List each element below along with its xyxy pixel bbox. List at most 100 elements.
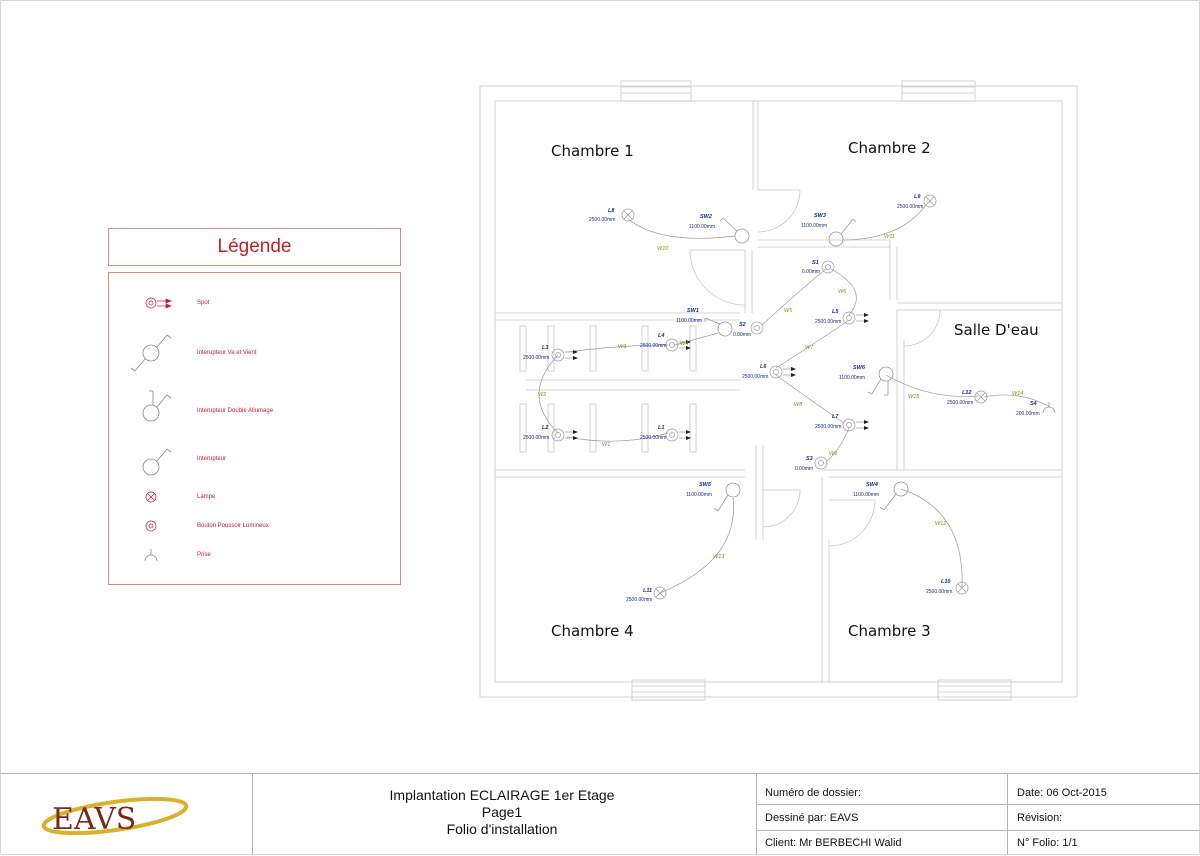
title-block: EAVS Implantation ECLAIRAGE 1er Etage Pa… (0, 773, 1200, 856)
dim-l6: 2500.00mm (742, 374, 768, 380)
device-labels: L8 2500.00mm SW2 1100.00mm L9 2500.00mm … (523, 194, 1040, 603)
legend-label-spot: Spot (197, 300, 210, 306)
double-switch-icon (142, 390, 172, 422)
label-l10: L10 (941, 579, 950, 585)
wire-w10 (627, 218, 736, 239)
switch-sw3-icon (828, 218, 857, 247)
dim-l4: 2500.00mm (640, 343, 666, 349)
wire-w14 (983, 394, 1051, 408)
label-sw6: SW6 (853, 365, 866, 371)
dim-l3: 2500.00mm (523, 355, 549, 361)
lamps (621, 194, 988, 600)
label-l2: L2 (542, 425, 548, 431)
legend-label-two-way-switch: Interupteur Va et Vient (197, 350, 257, 356)
drawn-by: Dessiné par: EAVS (765, 812, 859, 824)
wire-label-w11: W11 (884, 234, 895, 240)
dim-l10: 2500.00mm (926, 589, 952, 595)
label-l11: L11 (643, 588, 652, 594)
wire-label-w13: W13 (713, 554, 725, 560)
push-buttons (750, 260, 835, 470)
dim-sw6: 1100.00mm (839, 375, 865, 381)
switch-icon (142, 448, 172, 476)
legend-label-outlet: Prise (197, 552, 211, 558)
wire-w12 (900, 488, 963, 589)
wire-w6 (830, 268, 857, 316)
legend-label-push-button: Bouton Poussoir Lumineux (197, 523, 269, 529)
wire-label-w3: W3 (618, 344, 627, 350)
label-s4: S4 (1030, 401, 1037, 407)
spot-icon (145, 297, 172, 309)
spot-l3-icon (551, 348, 578, 362)
dim-s1: 0.00mm (802, 269, 820, 275)
client-name: Client: Mr BERBECHI Walid (765, 837, 902, 849)
spot-l5-icon (842, 311, 869, 325)
wire-labels: W10 W11 W3 W4 W2 W1 W5 W6 W7 W8 W9 W13 W… (538, 234, 1023, 560)
wire-w2 (538, 354, 559, 434)
label-sw1: SW1 (687, 308, 699, 314)
revision: Révision: (1017, 812, 1063, 824)
legend-box: Spot Interupteur Va et Vient Interupteur… (108, 272, 401, 585)
legend-label-double-switch: Interupteur Double Allumage (197, 408, 274, 414)
outlet-s4-icon (1042, 402, 1056, 414)
label-l4: L4 (658, 333, 664, 339)
label-l5: L5 (832, 309, 839, 315)
room-label-chambre-2: Chambre 2 (848, 139, 931, 157)
wire-w3 (566, 344, 669, 353)
logo-text: EAVS (52, 802, 136, 837)
label-l9: L9 (914, 194, 921, 200)
label-sw3: SW3 (814, 213, 826, 219)
lamp-l12-icon (974, 390, 988, 404)
drawing-title-line-1: Implantation ECLAIRAGE 1er Etage (389, 787, 615, 803)
wire-label-w15: W15 (908, 394, 920, 400)
switch-sw2-icon (719, 217, 750, 244)
spot-l2-icon (551, 428, 578, 442)
walls (479, 80, 1078, 701)
label-sw2: SW2 (700, 214, 712, 220)
push-button-s3-icon (814, 456, 828, 470)
tb-row-line-2 (756, 830, 1200, 831)
dim-sw2: 1100.00mm (689, 224, 715, 230)
lamp-l8-icon (621, 208, 635, 222)
spot-l1-icon (665, 428, 691, 442)
drawing-date: Date: 06 Oct-2015 (1017, 787, 1107, 799)
wire-w1 (566, 432, 669, 442)
room-label-salle-eau: Salle D'eau (954, 321, 1039, 339)
wire-w13 (659, 497, 734, 594)
tb-row-line-1 (756, 804, 1200, 805)
label-l3: L3 (542, 345, 548, 351)
dim-l9: 2500.00mm (897, 204, 923, 210)
wires (538, 204, 1051, 594)
floor-plan: Chambre 1 Chambre 2 Salle D'eau Chambre … (479, 80, 1078, 701)
dim-s3: 0.00mm (795, 466, 813, 472)
label-s1: S1 (812, 260, 819, 266)
switch-sw4-icon (879, 481, 909, 511)
label-l8: L8 (608, 208, 615, 214)
label-sw4: SW4 (866, 482, 878, 488)
switches (704, 217, 1056, 512)
spots (551, 311, 869, 442)
spot-l4-icon (665, 338, 691, 352)
push-button-s1-icon (821, 260, 835, 274)
push-button-s2-icon (750, 321, 764, 335)
room-label-chambre-3: Chambre 3 (848, 622, 931, 640)
tb-divider-1 (252, 774, 253, 855)
push-button-icon (145, 520, 157, 532)
lamp-l10-icon (955, 581, 969, 595)
dim-l7: 2500.00mm (815, 424, 841, 430)
switch-sw1-icon (704, 317, 733, 337)
wire-w9 (825, 427, 850, 463)
wire-label-w5: W5 (784, 308, 793, 314)
lamp-l11-icon (653, 586, 667, 600)
legend-title-box: Légende (108, 228, 401, 266)
legend-symbols (130, 297, 172, 562)
dim-l1: 2500.00mm (640, 435, 666, 441)
dim-sw5: 1100.00mm (686, 492, 712, 498)
wire-label-w9: W9 (829, 451, 837, 457)
wire-label-w7: W7 (805, 345, 814, 351)
wire-w8 (775, 374, 845, 424)
label-l7: L7 (832, 414, 839, 420)
room-label-chambre-4: Chambre 4 (551, 622, 634, 640)
switch-sw6-icon (867, 366, 894, 396)
label-s3: S3 (806, 456, 813, 462)
dim-l5: 2500.00mm (815, 319, 841, 325)
